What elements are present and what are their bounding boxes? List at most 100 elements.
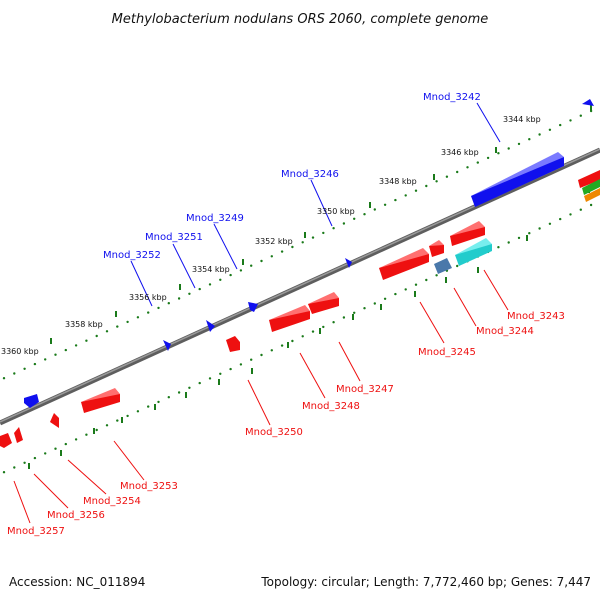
gene-label-mnod-3253[interactable]: Mnod_3253 [120,481,178,492]
gene-label-mnod-3245[interactable]: Mnod_3245 [418,347,476,358]
gene-mnod-3245-body[interactable] [379,254,429,280]
tick-dot [270,255,273,258]
gene-label-mnod-3247[interactable]: Mnod_3247 [336,384,394,395]
tick-dot [147,311,150,314]
gene-mnod-3248-body[interactable] [269,311,310,332]
gene-label-mnod-3252[interactable]: Mnod_3252 [103,250,161,261]
tick-dot [208,377,212,380]
tick-dot [198,381,201,385]
gene-mnod-3252[interactable] [163,340,171,351]
tick-dot [13,466,16,469]
tick-dot [105,330,109,333]
tick-dot [414,283,418,286]
gene-mnod-3253-body[interactable] [81,394,120,413]
gene-label-mnod-3249[interactable]: Mnod_3249 [186,213,244,224]
tick-dot [188,292,191,295]
accession-text: Accession: NC_011894 [9,575,145,589]
gene-mnod-3250[interactable] [226,336,240,352]
kbp-label: 3358 kbp [65,320,103,329]
tick-dot [476,161,479,164]
gene-right-edge-orange [584,188,600,202]
tick-dot [425,278,428,282]
gene-mnod-3251[interactable] [206,320,215,332]
gene-mnod-3256[interactable] [14,427,23,443]
tick-dot [198,287,201,291]
tick-dot [528,138,531,141]
gene-mnod-3247-body[interactable] [308,298,339,314]
gene-mnod-3249[interactable] [248,302,258,312]
tick-dot [291,245,294,249]
tick-dot [559,123,562,127]
tick-dot [260,353,263,357]
gene-label-mnod-3250[interactable]: Mnod_3250 [245,427,303,438]
tick-dot [291,339,294,343]
gene-mnod-3254[interactable] [50,413,59,428]
tick-dot [219,372,222,375]
tick-dot [486,156,490,160]
gene-mnod-3244-body[interactable] [455,244,492,266]
tick-dot [435,274,438,277]
tick-dot [95,428,98,432]
tick-dot [260,259,263,263]
gene-label-mnod-3246[interactable]: Mnod_3246 [281,169,339,180]
tick-dot [435,180,438,183]
tick-dot [126,320,129,324]
tick-dot [54,447,57,450]
gene-label-mnod-3257[interactable]: Mnod_3257 [7,526,65,537]
tick-dot [548,128,552,131]
tick-dot [64,442,68,446]
gene-label-mnod-3256[interactable]: Mnod_3256 [47,510,105,521]
tick-dot [208,283,212,286]
gene-mnod-3257[interactable] [0,433,12,448]
tick-dot [157,306,160,310]
tick-dot [229,367,232,371]
tick-dot [311,330,315,333]
tick-dot [95,334,98,338]
gene-label-mnod-3248[interactable]: Mnod_3248 [302,401,360,412]
gene-label-mnod-3242[interactable]: Mnod_3242 [423,92,481,103]
tick-dot [33,362,37,366]
tick-dot [579,208,582,211]
tick-dot [2,471,6,474]
gene-label-mnod-3244[interactable]: Mnod_3244 [476,326,534,337]
tick-dot [219,278,222,281]
gene-label-mnod-3251[interactable]: Mnod_3251 [145,232,203,243]
gene-mnod-3255[interactable] [24,394,39,408]
genome-summary-text: Topology: circular; Length: 7,772,460 bp… [260,575,591,589]
gene-right-edge-red [578,170,600,188]
genome-backbone [0,147,600,426]
tick-dot [353,217,356,220]
tick-dot [538,133,541,136]
gene-mnod-3244b[interactable] [434,258,452,274]
tick-dot [363,307,366,310]
tick-dot [126,414,129,418]
tick-dot [322,231,325,235]
gene-mnod-3242-body[interactable] [471,157,564,207]
gene-mnod-3245-a-body[interactable] [429,245,444,257]
gene-mnod-3243-body[interactable] [450,227,485,246]
tick-dot [177,391,181,394]
tick-dot [507,147,510,150]
tick-dot [373,302,376,305]
tick-dot [589,203,593,207]
reverse-genes [0,170,600,448]
tick-dot [157,400,160,404]
tick-dot [497,152,500,155]
bottom-gene-labels: Mnod_3243 Mnod_3244 Mnod_3245 Mnod_3247 … [7,311,565,537]
tick-dot [167,302,170,305]
tick-dot [188,386,191,389]
tick-dot [280,250,284,253]
gene-label-mnod-3243[interactable]: Mnod_3243 [507,311,565,322]
gene-mnod-3246[interactable] [345,258,352,268]
tick-dot [105,424,109,427]
tick-dot [280,344,284,347]
forward-genes [24,99,594,408]
tick-dot [517,236,521,240]
tick-dot [363,213,366,216]
tick-dot [414,189,418,192]
tick-dot [394,292,397,296]
gene-label-mnod-3254[interactable]: Mnod_3254 [83,496,141,507]
tick-dot [54,353,57,356]
kbp-label: 3354 kbp [192,265,230,274]
tick-dot [445,175,449,178]
